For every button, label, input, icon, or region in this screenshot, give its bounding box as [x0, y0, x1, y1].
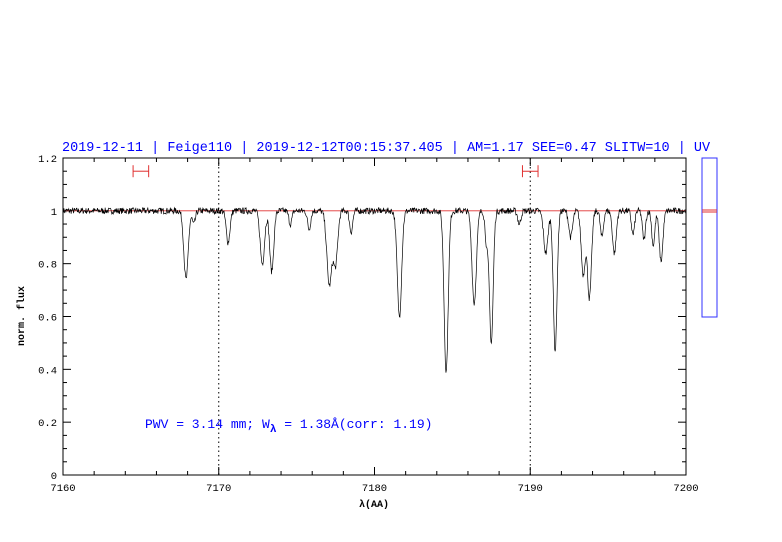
x-tick-label: 7180: [362, 483, 387, 495]
y-tick-label: 1: [51, 207, 57, 219]
y-tick-label: 0.6: [38, 313, 57, 325]
y-tick-label: 1.2: [38, 154, 57, 166]
dotted-reference-lines: [218, 158, 531, 475]
y-axis-label: norm. flux: [16, 286, 28, 346]
x-tick-label: 7200: [673, 483, 698, 495]
pwv-annotation: PWV = 3.14 mm; Wλ = 1.38Å(corr: 1.19): [145, 417, 432, 436]
x-tick-label: 7160: [50, 483, 75, 495]
y-tick-label: 0.8: [38, 260, 57, 272]
x-tick-label: 7170: [206, 483, 231, 495]
range-markers: [132, 165, 539, 178]
chart-title: 2019-12-11 | Feige110 | 2019-12-12T00:15…: [62, 141, 711, 156]
y-tick-label: 0.4: [38, 365, 57, 377]
side-panel-frame: [701, 157, 718, 318]
spectrum-line: [62, 206, 687, 373]
x-tick-label: 7190: [518, 483, 543, 495]
x-axis-label: λ(AA): [359, 499, 389, 511]
y-tick-label: 0.2: [38, 418, 57, 430]
tick-labels: 7160 7170 7180 7190 7200 0 0.2 0.4 0.6 0.8 1 1.2: [38, 154, 699, 495]
y-tick-label: 0: [51, 471, 57, 483]
axis-ticks: [62, 157, 687, 476]
